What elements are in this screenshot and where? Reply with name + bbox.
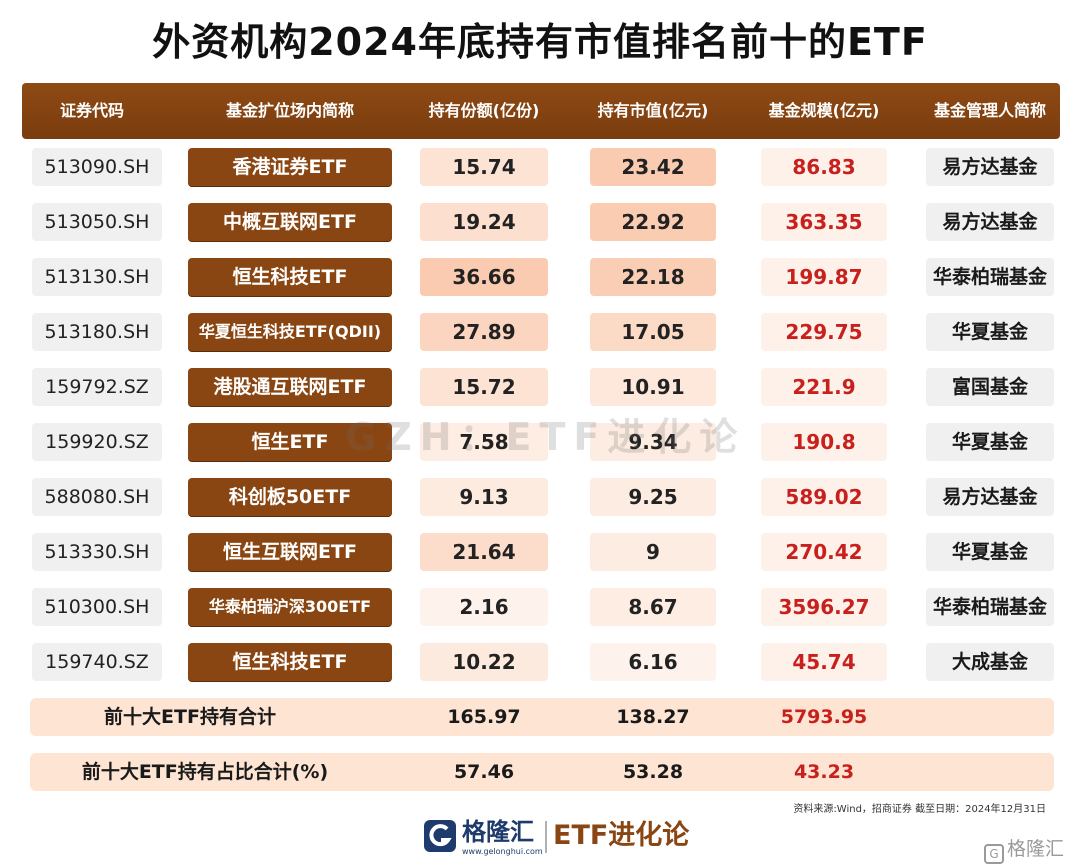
cell-shares: 15.72 [420, 368, 548, 406]
cell-market-value: 22.92 [590, 203, 716, 241]
brand-url: www.gelonghui.com [462, 847, 543, 856]
table-row: 513130.SH 恒生科技ETF 36.66 22.18 199.87 华泰柏瑞基金 [0, 258, 1080, 296]
corner-label: 格隆汇 [1007, 838, 1065, 860]
cell-manager: 易方达基金 [926, 203, 1054, 241]
cell-fund-name: 华泰柏瑞沪深300ETF [188, 588, 392, 626]
cell-fund-name: 恒生科技ETF [188, 643, 392, 681]
summary-shares: 57.46 [453, 761, 515, 783]
cell-code: 588080.SH [32, 478, 162, 516]
cell-manager: 华夏基金 [926, 533, 1054, 571]
cell-market-value: 22.18 [590, 258, 716, 296]
cell-manager: 大成基金 [926, 643, 1054, 681]
table-row: 513050.SH 中概互联网ETF 19.24 22.92 363.35 易方达基金 [0, 203, 1080, 241]
cell-market-value: 6.16 [590, 643, 716, 681]
cell-market-value: 9 [590, 533, 716, 571]
cell-fund-name: 中概互联网ETF [188, 203, 392, 241]
cell-manager: 易方达基金 [926, 478, 1054, 516]
cell-market-value: 8.67 [590, 588, 716, 626]
cell-fund-size: 363.35 [761, 203, 887, 241]
cell-fund-size: 229.75 [761, 313, 887, 351]
cell-shares: 15.74 [420, 148, 548, 186]
table-row: 159792.SZ 港股通互联网ETF 15.72 10.91 221.9 富国基金 [0, 368, 1080, 406]
table-row: 588080.SH 科创板50ETF 9.13 9.25 589.02 易方达基金 [0, 478, 1080, 516]
watermark: GZH：ETF进化论 [345, 415, 746, 459]
cell-code: 159920.SZ [32, 423, 162, 461]
cell-manager: 富国基金 [926, 368, 1054, 406]
cell-fund-size: 86.83 [761, 148, 887, 186]
table-row: 513330.SH 恒生互联网ETF 21.64 9 270.42 华夏基金 [0, 533, 1080, 571]
cell-code: 513330.SH [32, 533, 162, 571]
page-title: 外资机构2024年底持有市值排名前十的ETF [152, 20, 928, 64]
corner-logo-icon: G [984, 844, 1004, 864]
table-row: 510300.SH 华泰柏瑞沪深300ETF 2.16 8.67 3596.27 华泰柏瑞… [0, 588, 1080, 626]
header-manager: 基金管理人简称 [933, 101, 1046, 120]
table-row: 513090.SH 香港证券ETF 15.74 23.42 86.83 易方达基金 [0, 148, 1080, 186]
footer-divider [545, 821, 547, 853]
cell-fund-size: 270.42 [761, 533, 887, 571]
cell-code: 510300.SH [32, 588, 162, 626]
cell-code: 513130.SH [32, 258, 162, 296]
cell-fund-name: 科创板50ETF [188, 478, 392, 516]
cell-manager: 华夏基金 [926, 313, 1054, 351]
cell-fund-size: 190.8 [761, 423, 887, 461]
header-code: 证券代码 [59, 101, 124, 120]
header-fund-size: 基金规模(亿元) [768, 101, 880, 120]
cell-fund-name: 恒生互联网ETF [188, 533, 392, 571]
g-logo-icon [424, 820, 456, 852]
cell-manager: 易方达基金 [926, 148, 1054, 186]
cell-fund-name: 恒生ETF [188, 423, 392, 461]
cell-shares: 7.58 [420, 423, 548, 461]
cell-fund-name: 港股通互联网ETF [188, 368, 392, 406]
cell-shares: 27.89 [420, 313, 548, 351]
cell-code: 159792.SZ [32, 368, 162, 406]
summary-label: 前十大ETF持有占比合计(%) [81, 761, 329, 783]
cell-manager: 华泰柏瑞基金 [926, 588, 1054, 626]
summary-shares: 165.97 [447, 706, 521, 728]
brand-etf: ETF进化论 [553, 820, 690, 851]
table-header: 证券代码 基金扩位场内简称 持有份额(亿份) 持有市值(亿元) 基金规模(亿元)… [22, 83, 1060, 139]
cell-shares: 19.24 [420, 203, 548, 241]
table-row: 513180.SH 华夏恒生科技ETF(QDII) 27.89 17.05 229.75… [0, 313, 1080, 351]
summary-row-ratio: 前十大ETF持有占比合计(%) 57.46 53.28 43.23 [30, 753, 1054, 791]
summary-fund-size: 43.23 [793, 761, 855, 783]
summary-market-value: 53.28 [622, 761, 684, 783]
cell-market-value: 9.25 [590, 478, 716, 516]
cell-shares: 10.22 [420, 643, 548, 681]
summary-label: 前十大ETF持有合计 [104, 706, 276, 728]
cell-code: 159740.SZ [32, 643, 162, 681]
cell-manager: 华泰柏瑞基金 [926, 258, 1054, 296]
cell-fund-name: 香港证券ETF [188, 148, 392, 186]
cell-fund-size: 221.9 [761, 368, 887, 406]
cell-code: 513180.SH [32, 313, 162, 351]
cell-shares: 36.66 [420, 258, 548, 296]
cell-manager: 华夏基金 [926, 423, 1054, 461]
header-market-value: 持有市值(亿元) [597, 101, 709, 120]
summary-market-value: 138.27 [616, 706, 690, 728]
cell-fund-size: 199.87 [761, 258, 887, 296]
cell-code: 513050.SH [32, 203, 162, 241]
summary-fund-size: 5793.95 [780, 706, 868, 728]
cell-fund-name: 华夏恒生科技ETF(QDII) [188, 313, 392, 351]
cell-shares: 9.13 [420, 478, 548, 516]
header-name: 基金扩位场内简称 [225, 101, 354, 120]
source-note: 资料来源:Wind，招商证券 截至日期：2024年12月31日 [793, 804, 1046, 815]
summary-row-total: 前十大ETF持有合计 165.97 138.27 5793.95 [30, 698, 1054, 736]
cell-fund-name: 恒生科技ETF [188, 258, 392, 296]
corner-watermark: G 格隆汇 [984, 837, 1065, 864]
cell-market-value: 9.34 [590, 423, 716, 461]
cell-market-value: 10.91 [590, 368, 716, 406]
footer: 格隆汇 www.gelonghui.com ETF进化论 G 格隆汇 [0, 815, 1080, 867]
cell-market-value: 23.42 [590, 148, 716, 186]
table-row: 159920.SZ 恒生ETF 7.58 9.34 190.8 华夏基金 [0, 423, 1080, 461]
header-shares: 持有份额(亿份) [428, 101, 540, 120]
brand-name: 格隆汇 [462, 818, 534, 846]
cell-fund-size: 3596.27 [761, 588, 887, 626]
cell-code: 513090.SH [32, 148, 162, 186]
cell-fund-size: 45.74 [761, 643, 887, 681]
cell-shares: 2.16 [420, 588, 548, 626]
cell-market-value: 17.05 [590, 313, 716, 351]
cell-fund-size: 589.02 [761, 478, 887, 516]
table-row: 159740.SZ 恒生科技ETF 10.22 6.16 45.74 大成基金 [0, 643, 1080, 681]
cell-shares: 21.64 [420, 533, 548, 571]
